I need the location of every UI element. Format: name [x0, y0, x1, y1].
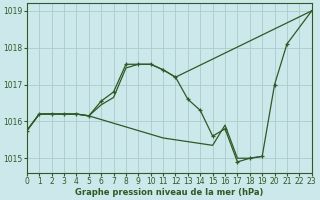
- X-axis label: Graphe pression niveau de la mer (hPa): Graphe pression niveau de la mer (hPa): [75, 188, 263, 197]
